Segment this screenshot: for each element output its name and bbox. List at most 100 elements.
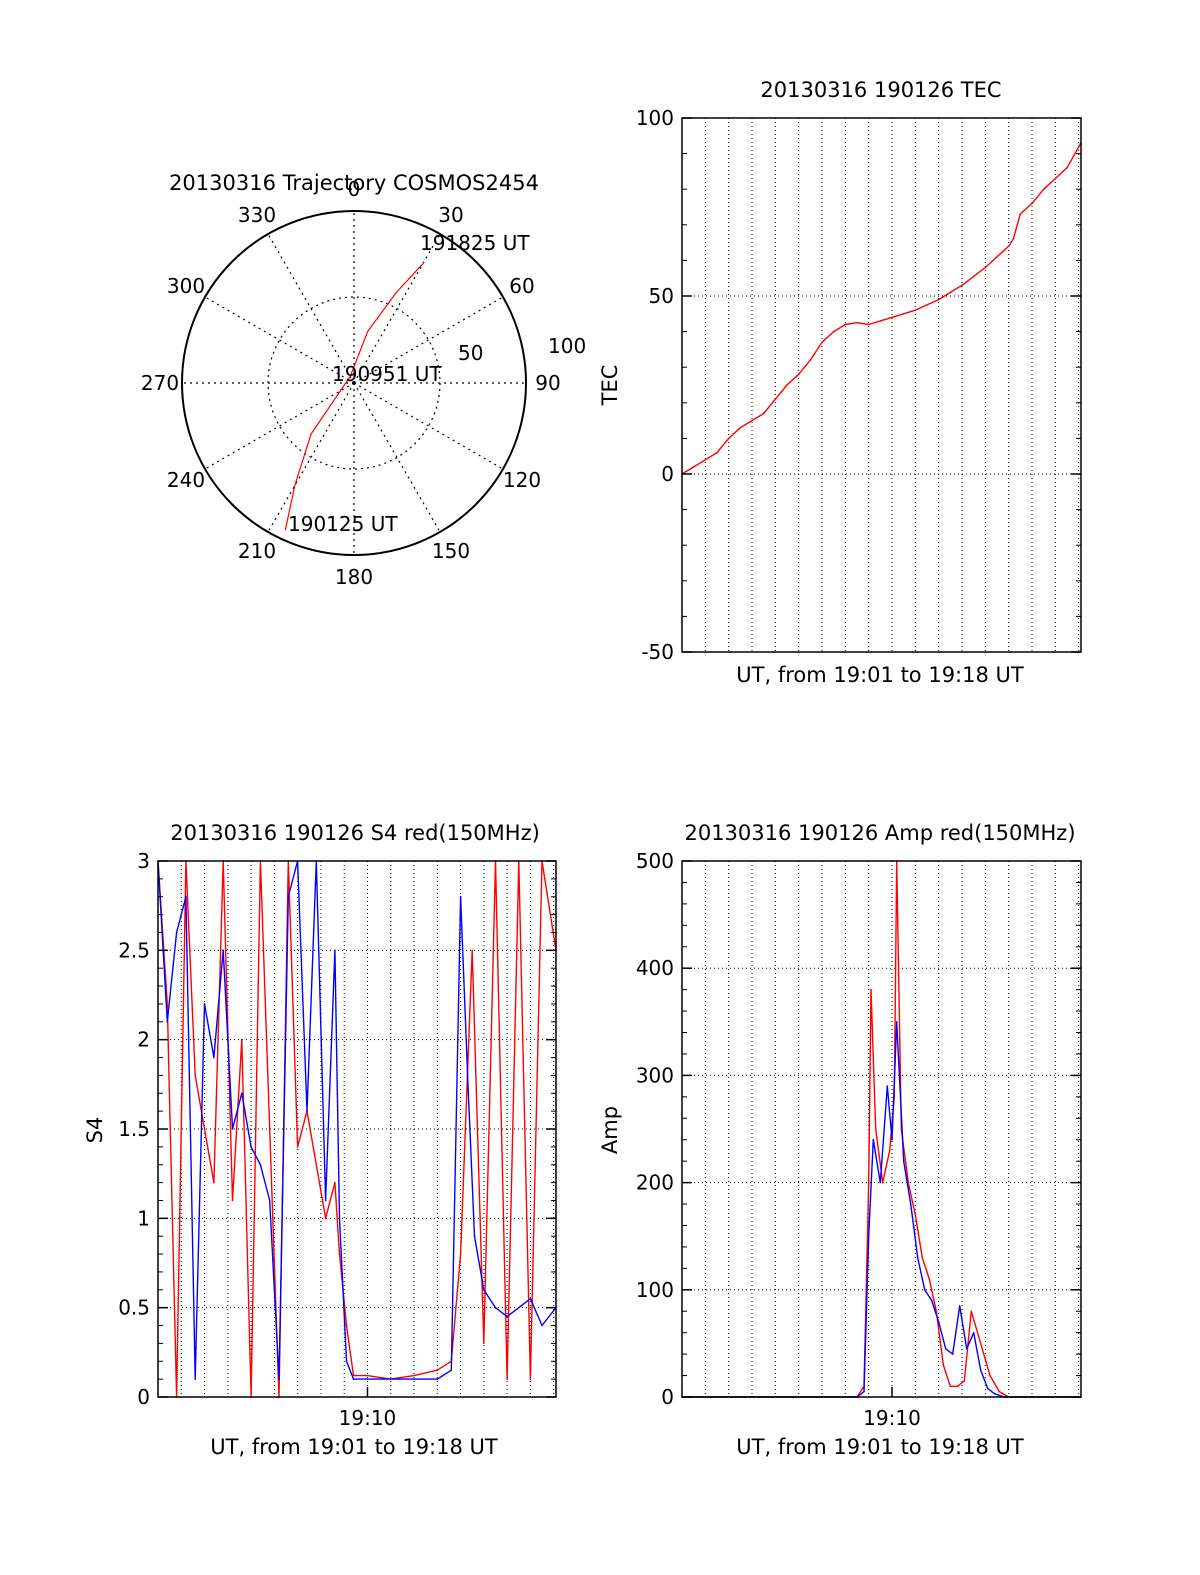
tec-point-red-26 (984, 266, 987, 269)
amp-point-red-23 (998, 1390, 1001, 1393)
s4-title: 20130316 190126 S4 red(150MHz) (170, 821, 540, 845)
tec-title: 20130316 190126 TEC (760, 78, 1001, 102)
amp-point-blue-4 (872, 1138, 875, 1141)
amp-point-red-18 (956, 1385, 959, 1388)
s4-point-blue-19 (334, 949, 336, 952)
tec-point-red-21 (926, 304, 928, 306)
amp-panel: 20130316 190126 Amp red(150MHz) 0 100 200 3… (598, 821, 1082, 1459)
polar-angle-label-90: 90 (535, 371, 560, 395)
tec-series (681, 142, 1082, 475)
s4-xlabel: UT, from 19:01 to 19:18 UT (210, 1435, 498, 1459)
amp-title: 20130316 190126 Amp red(150MHz) (684, 821, 1075, 845)
amp-point-blue-3 (867, 1235, 870, 1237)
amp-point-red-17 (949, 1385, 952, 1388)
polar-angle-label-240: 240 (167, 468, 205, 492)
tec-point-red-6 (751, 419, 753, 422)
tec-panel: 20130316 190126 TEC -50 0 50 100 TEC UT, fr… (598, 78, 1082, 687)
amp-xlabel: UT, from 19:01 to 19:18 UT (736, 1435, 1024, 1459)
tec-point-red-34 (1066, 167, 1068, 169)
tec-series-red-line (681, 142, 1082, 475)
amp-ytick-label-4: 400 (636, 956, 674, 980)
amp-point-blue-14 (937, 1321, 940, 1323)
tec-point-red-11 (809, 359, 812, 361)
s4-point-blue-11 (259, 1163, 262, 1166)
polar-grid (182, 211, 526, 555)
tec-point-red-12 (821, 341, 823, 344)
polar-spoke-30 (353, 233, 441, 384)
tec-ytick-label-3: 100 (636, 106, 674, 130)
s4-point-blue-4 (194, 1378, 197, 1380)
amp-point-blue-10 (909, 1203, 912, 1205)
polar-spoke-300 (204, 296, 355, 384)
tec-point-red-25 (972, 275, 975, 278)
s4-point-blue-32 (494, 1306, 497, 1309)
amp-point-blue-16 (951, 1353, 954, 1355)
amp-point-blue-9 (902, 1160, 905, 1162)
s4-point-red-9 (240, 1038, 243, 1041)
tec-ylabel: TEC (598, 365, 622, 407)
amp-point-red-16 (942, 1364, 945, 1366)
amp-point-red-20 (970, 1310, 973, 1313)
polar-angle-label-210: 210 (238, 539, 276, 563)
s4-point-red-12 (268, 1128, 271, 1130)
tec-ytick-label-2: 50 (649, 284, 674, 308)
tec-point-red-22 (937, 298, 940, 301)
s4-series-red-line (157, 860, 557, 1398)
amp-ytick-label-2: 200 (636, 1171, 674, 1195)
tec-xlabel: UT, from 19:01 to 19:18 UT (736, 663, 1024, 687)
amp-point-red-6 (881, 1181, 884, 1184)
tec-point-red-23 (949, 291, 952, 294)
s4-point-red-18 (324, 1217, 327, 1220)
tec-point-red-18 (891, 316, 893, 319)
s4-panel: 20130316 190126 S4 red(150MHz) 0 0.5 1 1.5 2… (83, 821, 557, 1459)
s4-point-blue-13 (278, 1378, 280, 1380)
s4-ytick-label-6: 3 (137, 849, 150, 873)
amp-point-blue-15 (944, 1347, 947, 1350)
s4-point-blue-21 (345, 1360, 348, 1363)
amp-point-blue-22 (993, 1392, 996, 1395)
s4-point-blue-5 (203, 1003, 206, 1005)
polar-angle-label-300: 300 (167, 274, 205, 298)
tec-point-red-33 (1054, 177, 1057, 180)
s4-point-blue-24 (389, 1378, 392, 1380)
s4-point-red-21 (345, 1324, 348, 1327)
amp-point-blue-19 (972, 1331, 975, 1334)
polar-angle-label-60: 60 (509, 274, 534, 298)
s4-ytick-label-2: 1 (137, 1206, 150, 1230)
amp-point-blue-6 (886, 1085, 889, 1087)
polar-spoke-120 (353, 382, 504, 470)
s4-point-blue-23 (366, 1378, 369, 1380)
amp-point-blue-8 (895, 1021, 898, 1023)
amp-point-blue-5 (879, 1181, 882, 1184)
s4-series (157, 860, 557, 1398)
s4-point-blue-26 (436, 1378, 439, 1380)
tec-point-red-30 (1019, 213, 1022, 215)
tec-point-red-24 (961, 284, 963, 287)
tec-point-red-14 (844, 323, 847, 326)
amp-point-red-5 (874, 1128, 877, 1130)
tec-point-red-28 (1007, 245, 1010, 247)
polar-angle-label-30: 30 (438, 203, 463, 227)
amp-point-blue-7 (891, 1138, 893, 1141)
s4-point-blue-16 (306, 1110, 308, 1112)
track-start-label: 190125 UT (288, 512, 398, 536)
radius-label-100: 100 (548, 334, 586, 358)
polar-angle-labels: 0 30 60 90 120 150 180 210 240 270 300 330 (141, 177, 561, 589)
amp-point-red-13 (921, 1256, 924, 1259)
amp-series-red-line (682, 860, 1081, 1398)
amp-ylabel: Amp (598, 1106, 622, 1154)
amp-point-blue-2 (863, 1390, 865, 1393)
s4-ylabel: S4 (83, 1117, 107, 1144)
tec-point-red-3 (716, 451, 718, 454)
amp-point-blue-11 (916, 1256, 919, 1259)
amp-ytick-label-5: 500 (636, 849, 674, 873)
amp-point-red-14 (928, 1278, 931, 1280)
s4-point-red-30 (483, 1342, 485, 1345)
s4-ytick-label-4: 2 (137, 1028, 150, 1052)
amp-point-blue-20 (979, 1369, 982, 1371)
s4-point-blue-18 (324, 1199, 327, 1202)
amp-frame (681, 860, 1082, 1398)
amp-point-red-21 (979, 1342, 982, 1345)
s4-point-red-29 (471, 949, 474, 952)
